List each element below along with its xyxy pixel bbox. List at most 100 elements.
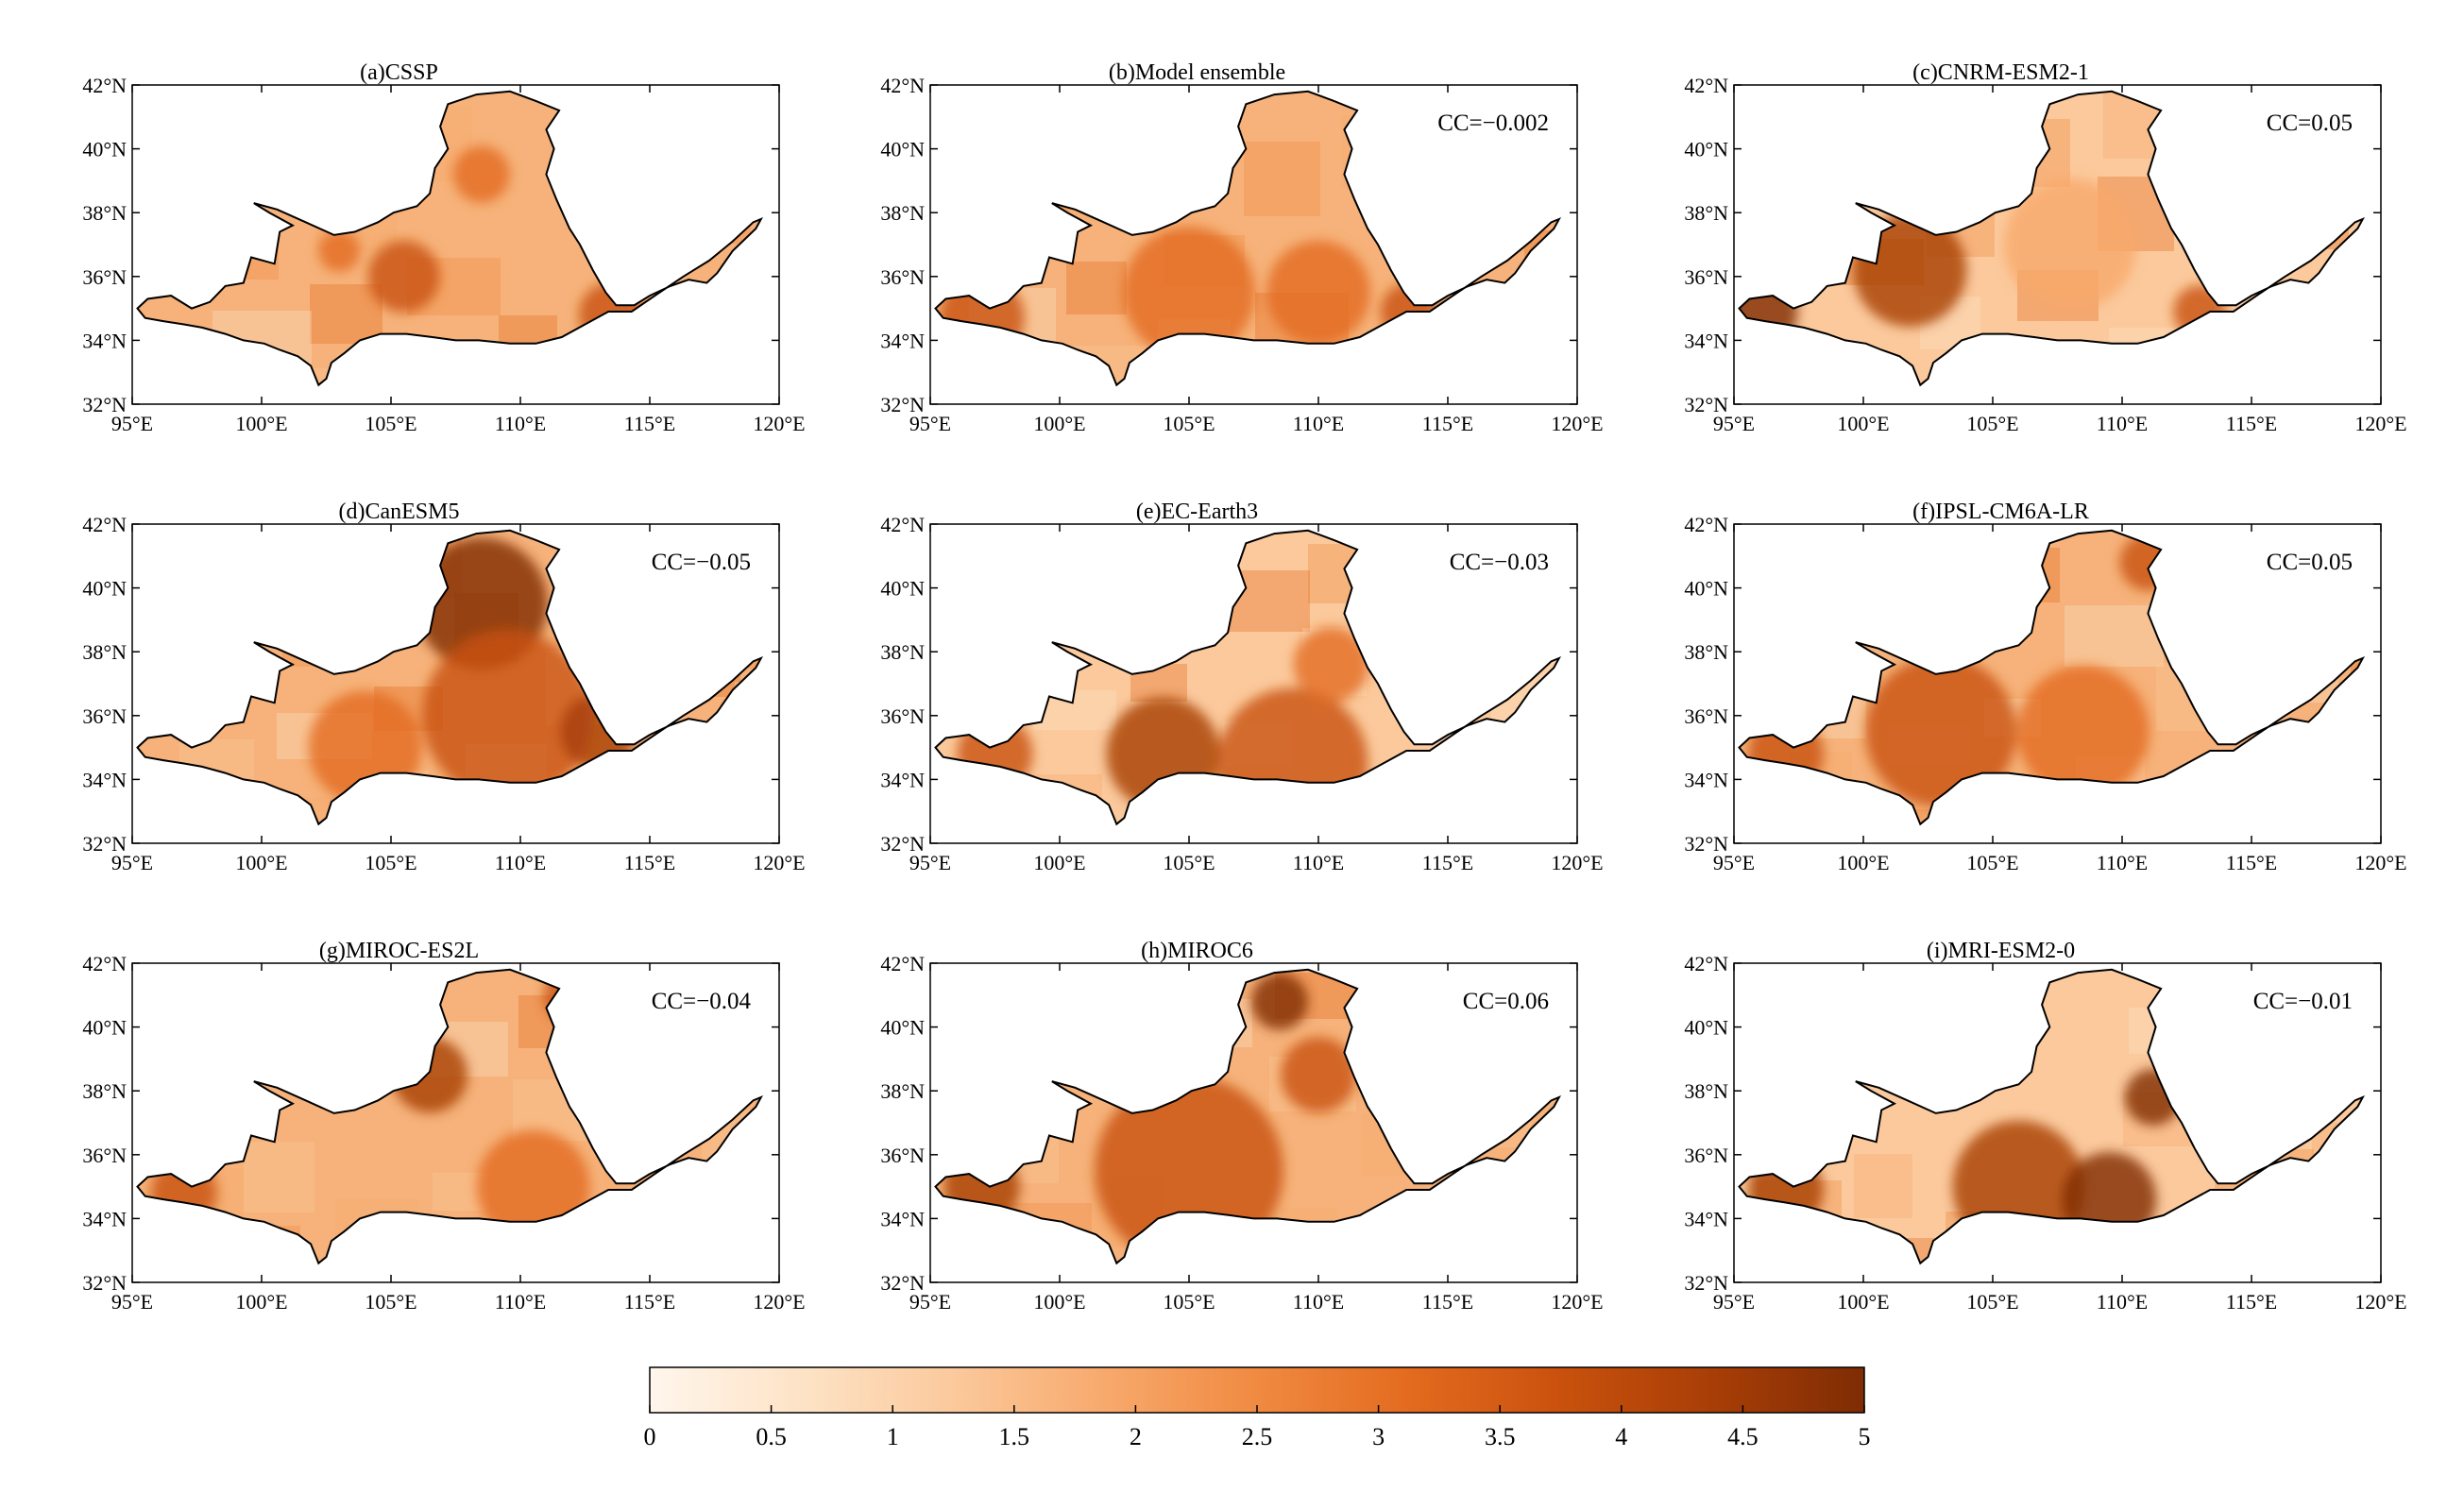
map-panel: (g)MIROC-ES2L CC=−0.04 32°N 34°N 36°N 38°N 40°… — [82, 939, 805, 1314]
lat-tick-label: 42°N — [1684, 74, 1728, 97]
lon-tick-label: 95°E — [1713, 851, 1755, 874]
lat-tick-label: 38°N — [82, 201, 127, 225]
lat-tick-label: 32°N — [880, 1271, 925, 1295]
lat-tick-label: 42°N — [880, 952, 925, 975]
lon-tick-label: 95°E — [111, 1290, 153, 1314]
lon-tick-label: 110°E — [495, 1290, 546, 1314]
lon-tick-label: 110°E — [2097, 412, 2148, 435]
lat-tick-label: 38°N — [880, 640, 925, 664]
colorbar-tick-label: 0 — [644, 1423, 656, 1450]
lon-tick-label: 100°E — [235, 851, 287, 874]
colorbar-tick-label: 5 — [1859, 1423, 1871, 1450]
lon-tick-label: 120°E — [753, 851, 805, 874]
lat-tick-label: 34°N — [880, 1207, 925, 1230]
panel-title: (f)IPSL-CM6A-LR — [1912, 500, 2089, 524]
lon-tick-label: 120°E — [2354, 412, 2406, 435]
map-panel: (c)CNRM-ESM2-1 CC=0.05 32°N 34°N 36°N 38°N 40°… — [1684, 60, 2406, 435]
lat-tick-label: 38°N — [1684, 1079, 1728, 1103]
lon-tick-label: 95°E — [1713, 412, 1755, 435]
lat-tick-label: 38°N — [82, 640, 127, 664]
lon-tick-label: 95°E — [909, 1290, 951, 1314]
lon-tick-label: 100°E — [1837, 851, 1889, 874]
colorbar-tick-label: 2.5 — [1242, 1423, 1273, 1450]
lat-tick-label: 38°N — [880, 1079, 925, 1103]
lon-tick-label: 115°E — [1422, 1290, 1473, 1314]
panel-title: (e)EC-Earth3 — [1136, 500, 1258, 524]
lon-tick-label: 105°E — [365, 412, 416, 435]
cc-label: CC=−0.03 — [1450, 550, 1549, 575]
lon-tick-label: 115°E — [624, 412, 675, 435]
lon-tick-label: 120°E — [753, 1290, 805, 1314]
lat-tick-label: 42°N — [1684, 513, 1728, 536]
lat-tick-label: 40°N — [82, 1016, 127, 1040]
lat-tick-label: 36°N — [880, 265, 925, 289]
lat-tick-label: 42°N — [1684, 952, 1728, 975]
lat-tick-label: 42°N — [82, 74, 127, 97]
panel-title: (i)MRI-ESM2-0 — [1927, 939, 2075, 963]
basin-outline — [1738, 968, 2366, 1265]
colorbar-tick-label: 3 — [1372, 1423, 1385, 1450]
lat-tick-label: 32°N — [82, 393, 127, 416]
lat-tick-label: 32°N — [82, 832, 127, 856]
lat-tick-label: 34°N — [880, 329, 925, 352]
lat-tick-label: 34°N — [82, 1207, 127, 1230]
cc-label: CC=−0.04 — [652, 989, 752, 1014]
panel-title: (g)MIROC-ES2L — [319, 939, 479, 963]
lat-tick-label: 40°N — [880, 1016, 925, 1040]
lat-tick-label: 34°N — [1684, 329, 1728, 352]
basin-outline — [934, 968, 1562, 1265]
lon-tick-label: 115°E — [2226, 412, 2277, 435]
lon-tick-label: 120°E — [1551, 412, 1603, 435]
lat-tick-label: 42°N — [82, 952, 127, 975]
lat-tick-label: 32°N — [1684, 393, 1728, 416]
lon-tick-label: 115°E — [624, 851, 675, 874]
lat-tick-label: 34°N — [1684, 1207, 1728, 1230]
lat-tick-label: 32°N — [880, 393, 925, 416]
colorbar-tick-label: 1 — [887, 1423, 899, 1450]
lat-tick-label: 36°N — [82, 704, 127, 728]
lon-tick-label: 120°E — [2354, 1290, 2406, 1314]
lat-tick-label: 42°N — [880, 513, 925, 536]
lat-tick-label: 42°N — [82, 513, 127, 536]
basin-outline — [136, 90, 764, 387]
colorbar-tick-label: 3.5 — [1485, 1423, 1516, 1450]
lon-tick-label: 110°E — [2097, 851, 2148, 874]
cc-label: CC=0.05 — [2267, 550, 2353, 575]
lat-tick-label: 36°N — [82, 1144, 127, 1167]
lon-tick-label: 115°E — [2226, 1290, 2277, 1314]
lat-tick-label: 38°N — [1684, 201, 1728, 225]
cc-label: CC=0.05 — [2267, 110, 2353, 136]
lon-tick-label: 110°E — [1293, 1290, 1344, 1314]
lat-tick-label: 40°N — [82, 138, 127, 161]
lon-tick-label: 105°E — [1966, 412, 2018, 435]
lat-tick-label: 38°N — [1684, 640, 1728, 664]
cc-label: CC=−0.01 — [2253, 989, 2353, 1014]
colorbar-tick-label: 2 — [1130, 1423, 1142, 1450]
lon-tick-label: 95°E — [1713, 1290, 1755, 1314]
lon-tick-label: 105°E — [1163, 412, 1215, 435]
lat-tick-label: 34°N — [82, 329, 127, 352]
lat-tick-label: 36°N — [1684, 704, 1728, 728]
lat-tick-label: 32°N — [82, 1271, 127, 1295]
lat-tick-label: 34°N — [1684, 768, 1728, 791]
lat-tick-label: 32°N — [880, 832, 925, 856]
lon-tick-label: 115°E — [624, 1290, 675, 1314]
basin-outline — [934, 90, 1562, 387]
map-panel: (i)MRI-ESM2-0 CC=−0.01 32°N 34°N 36°N 38°N 40°… — [1684, 939, 2406, 1314]
lon-tick-label: 110°E — [495, 412, 546, 435]
panel-title: (h)MIROC6 — [1141, 939, 1253, 963]
lon-tick-label: 120°E — [753, 412, 805, 435]
map-panel: (b)Model ensemble CC=−0.002 32°N 34°N 36°N 38… — [880, 60, 1603, 435]
colorbar-tick-label: 0.5 — [756, 1423, 787, 1450]
basin-outline — [1738, 529, 2366, 826]
lon-tick-label: 105°E — [1966, 851, 2018, 874]
panel-title: (a)CSSP — [360, 60, 438, 85]
cc-label: CC=−0.002 — [1437, 110, 1549, 136]
lon-tick-label: 100°E — [235, 1290, 287, 1314]
basin-outline — [934, 529, 1562, 826]
lon-tick-label: 115°E — [1422, 851, 1473, 874]
lon-tick-label: 115°E — [2226, 851, 2277, 874]
lon-tick-label: 100°E — [1837, 1290, 1889, 1314]
lon-tick-label: 115°E — [1422, 412, 1473, 435]
